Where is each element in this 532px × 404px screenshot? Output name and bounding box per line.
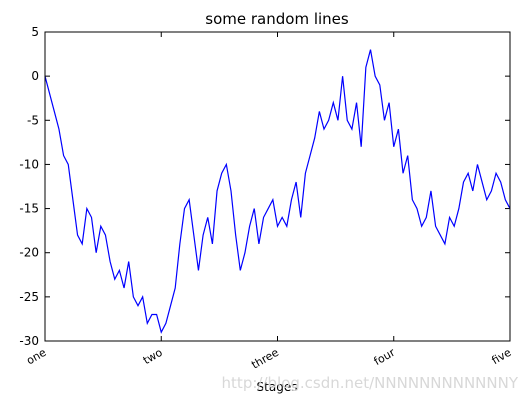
y-tick-label: -15: [19, 202, 39, 216]
y-tick-label: -30: [19, 334, 39, 348]
plot-frame: [44, 31, 511, 342]
watermark: http://blog.csdn.net/NNNNNNNNNNNNY: [222, 374, 519, 392]
y-tick-label: -10: [19, 157, 39, 171]
y-tick-label: -25: [19, 290, 39, 304]
chart-title: some random lines: [205, 10, 349, 28]
y-tick-label: -5: [27, 113, 39, 127]
y-tick-label: 5: [31, 25, 39, 39]
x-axis-label: Stages: [257, 380, 298, 394]
y-tick-label: 0: [31, 69, 39, 83]
y-tick-label: -20: [19, 246, 39, 260]
data-line: [44, 49, 511, 334]
